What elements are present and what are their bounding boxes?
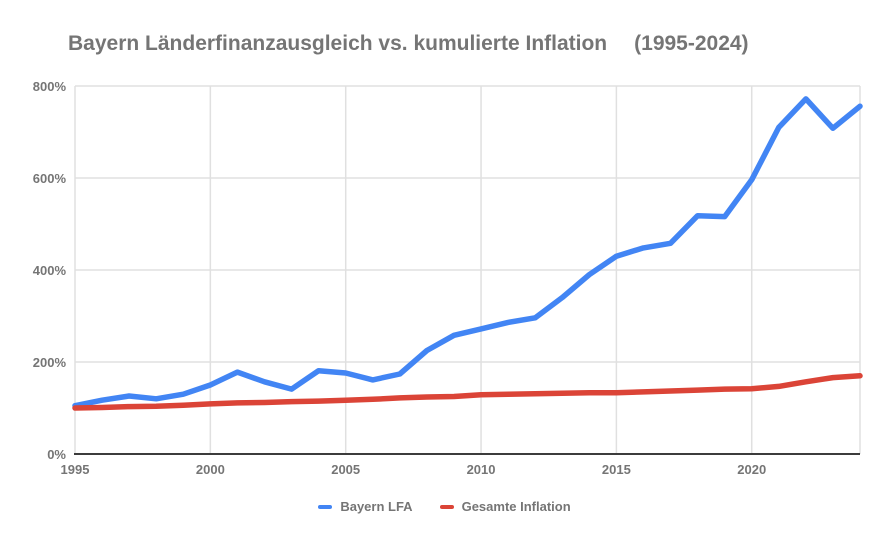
legend-label-gesamte-inflation: Gesamte Inflation: [461, 499, 571, 514]
legend: Bayern LFA Gesamte Inflation: [0, 499, 889, 514]
y-tick-label: 200%: [33, 355, 67, 370]
legend-item-gesamte-inflation[interactable]: Gesamte Inflation: [439, 499, 571, 514]
legend-swatch-bayern-lfa-icon: [318, 504, 333, 509]
x-tick-label: 2020: [737, 462, 766, 477]
series-line-gesamte-inflation: [72, 373, 863, 411]
legend-item-bayern-lfa[interactable]: Bayern LFA: [318, 499, 413, 514]
x-tick-label: 1995: [61, 462, 90, 477]
x-tick-label: 2005: [331, 462, 360, 477]
series-line-bayern-lfa: [72, 96, 863, 409]
x-tick-label: 2015: [602, 462, 631, 477]
y-tick-label: 0%: [47, 447, 66, 462]
x-tick-label: 2000: [196, 462, 225, 477]
legend-label-bayern-lfa: Bayern LFA: [340, 499, 413, 514]
chart-title-main: Bayern Länderfinanzausgleich vs. kumulie…: [68, 32, 608, 55]
chart-title-period: (1995-2024): [634, 32, 749, 55]
chart-title: Bayern Länderfinanzausgleich vs. kumulie…: [68, 31, 749, 56]
y-tick-label: 400%: [33, 263, 67, 278]
legend-swatch-gesamte-inflation-icon: [439, 504, 454, 509]
y-tick-label: 800%: [33, 79, 67, 94]
y-tick-label: 600%: [33, 171, 67, 186]
x-tick-label: 2010: [467, 462, 496, 477]
